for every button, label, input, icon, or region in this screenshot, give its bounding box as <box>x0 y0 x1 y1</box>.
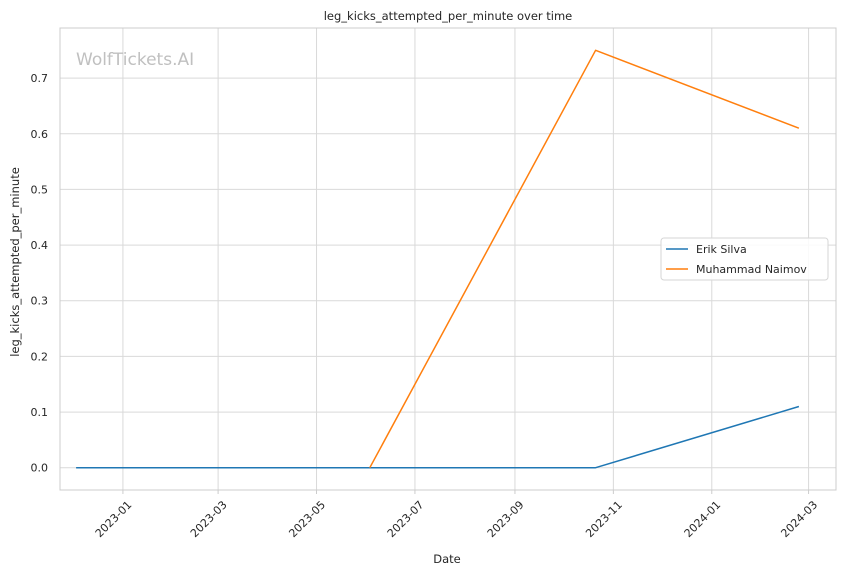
chart-title: leg_kicks_attempted_per_minute over time <box>324 9 573 23</box>
y-axis-ticks: 0.0 0.1 0.2 0.3 0.4 0.5 0.6 0.7 <box>31 72 49 475</box>
x-axis-title: Date <box>433 552 461 566</box>
series-layer <box>76 49 800 469</box>
y-tick-label: 0.7 <box>31 72 49 85</box>
legend-label: Erik Silva <box>696 243 747 256</box>
series-line-1 <box>76 405 800 469</box>
y-tick-label: 0.1 <box>31 406 49 419</box>
watermark: WolfTickets.AI <box>76 50 194 70</box>
legend: Erik Silva Muhammad Naimov <box>660 237 829 281</box>
y-tick-label: 0.5 <box>31 183 49 196</box>
y-tick-label: 0.3 <box>31 295 49 308</box>
legend-label: Muhammad Naimov <box>696 263 807 276</box>
y-axis-title: leg_kicks_attempted_per_minute <box>8 167 22 357</box>
y-tick-label: 0.6 <box>31 128 49 141</box>
plot-frame <box>59 27 837 491</box>
y-tick-label: 0.2 <box>31 350 49 363</box>
legend-box <box>660 237 829 281</box>
series-line-2 <box>369 49 800 469</box>
y-tick-label: 0.4 <box>31 239 49 252</box>
y-tick-label: 0.0 <box>31 462 49 475</box>
